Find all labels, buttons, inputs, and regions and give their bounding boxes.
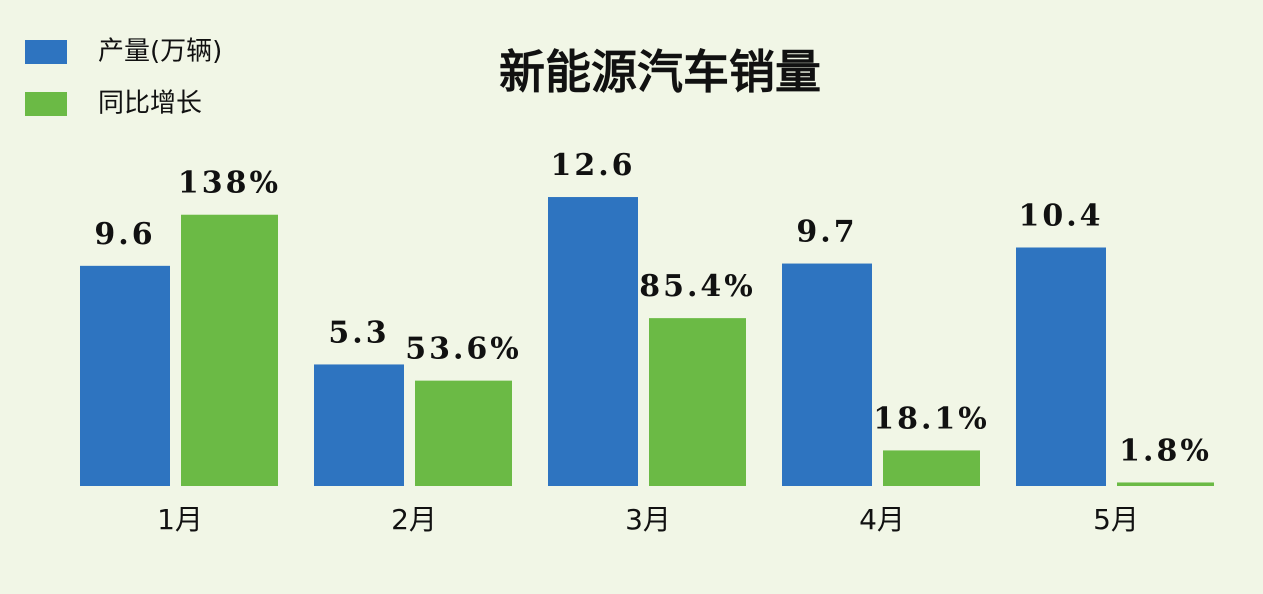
value-label: 53.6% [405, 332, 522, 367]
legend-label: 同比增长 [98, 89, 202, 119]
bar [782, 263, 872, 486]
value-label: 18.1% [873, 401, 990, 436]
legend-swatch [25, 40, 67, 64]
bar [548, 197, 638, 487]
bar [1117, 482, 1214, 486]
bar [415, 380, 512, 486]
legend-label: 产量(万辆) [98, 37, 222, 67]
bar [649, 318, 746, 486]
value-label: 12.6 [550, 148, 635, 183]
x-tick-label: 3月 [625, 503, 671, 536]
bar [1016, 247, 1106, 486]
x-tick-label: 2月 [391, 503, 437, 536]
bar [314, 364, 404, 486]
value-label: 10.4 [1018, 198, 1103, 233]
chart-title: 新能源汽车销量 [499, 45, 821, 99]
bar [80, 265, 170, 486]
value-label: 5.3 [328, 315, 389, 350]
value-label: 85.4% [639, 269, 756, 304]
value-label: 9.6 [94, 217, 155, 252]
legend-swatch [25, 92, 67, 116]
x-tick-label: 1月 [157, 503, 203, 536]
value-label: 138% [178, 166, 281, 201]
x-tick-label: 4月 [859, 503, 905, 536]
value-label: 1.8% [1119, 433, 1212, 468]
value-label: 9.7 [796, 215, 857, 250]
x-tick-label: 5月 [1093, 503, 1139, 536]
bar [181, 214, 278, 486]
bar [883, 450, 980, 486]
